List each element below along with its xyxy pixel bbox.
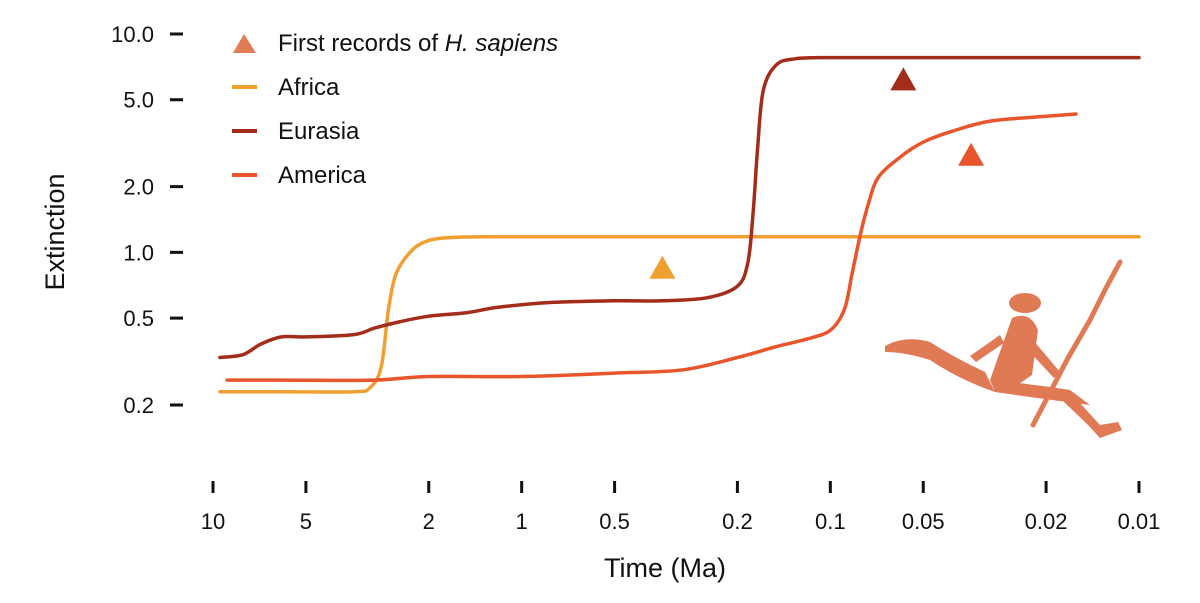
y-axis: 0.2 0.5 1.0 2.0 5.0 10.0 — [111, 22, 183, 418]
legend-item-america: America — [232, 162, 367, 189]
series-line-africa — [218, 234, 1141, 394]
x-tick-label: 0.2 — [722, 509, 753, 534]
hunter-figure-illustration — [885, 259, 1123, 438]
legend-label-america: America — [278, 162, 367, 189]
first-record-marker-eurasia — [890, 67, 917, 91]
first-record-markers — [649, 67, 985, 279]
series-line-eurasia — [218, 55, 1141, 360]
x-axis-title: Time (Ma) — [604, 553, 726, 583]
y-tick-label: 1.0 — [123, 240, 154, 265]
x-tick-label: 0.5 — [599, 509, 630, 534]
x-tick-label: 1 — [516, 509, 528, 534]
series-line-america — [225, 112, 1078, 383]
first-record-marker-america — [958, 142, 985, 166]
y-tick-label: 0.5 — [123, 306, 154, 331]
triangle-marker-icon — [233, 34, 256, 53]
legend-label-eurasia: Eurasia — [278, 118, 360, 145]
legend-item-eurasia: Eurasia — [232, 118, 360, 145]
x-tick-label: 0.02 — [1025, 509, 1068, 534]
x-tick-label: 10 — [201, 509, 225, 534]
y-tick-label: 10.0 — [111, 22, 154, 47]
y-axis-title: Extinction — [40, 173, 70, 290]
x-tick-label: 0.1 — [815, 509, 846, 534]
x-axis: 10 5 2 1 0.5 0.2 0.1 0.05 0.02 0.01 — [201, 481, 1161, 534]
y-tick-label: 5.0 — [123, 88, 154, 113]
x-tick-label: 2 — [423, 509, 435, 534]
first-record-marker-africa — [649, 255, 676, 279]
legend-item-first-records: First records of H. sapiens — [233, 30, 558, 57]
legend-label-first-records: First records of H. sapiens — [278, 30, 558, 57]
legend-item-africa: Africa — [232, 74, 340, 101]
series-lines — [218, 55, 1141, 394]
x-tick-label: 0.01 — [1118, 509, 1161, 534]
legend: First records of H. sapiens Africa Euras… — [232, 30, 558, 189]
x-tick-label: 5 — [300, 509, 312, 534]
y-tick-label: 0.2 — [123, 393, 154, 418]
x-tick-label: 0.05 — [902, 509, 945, 534]
y-tick-label: 2.0 — [123, 175, 154, 200]
legend-label-africa: Africa — [278, 74, 340, 101]
